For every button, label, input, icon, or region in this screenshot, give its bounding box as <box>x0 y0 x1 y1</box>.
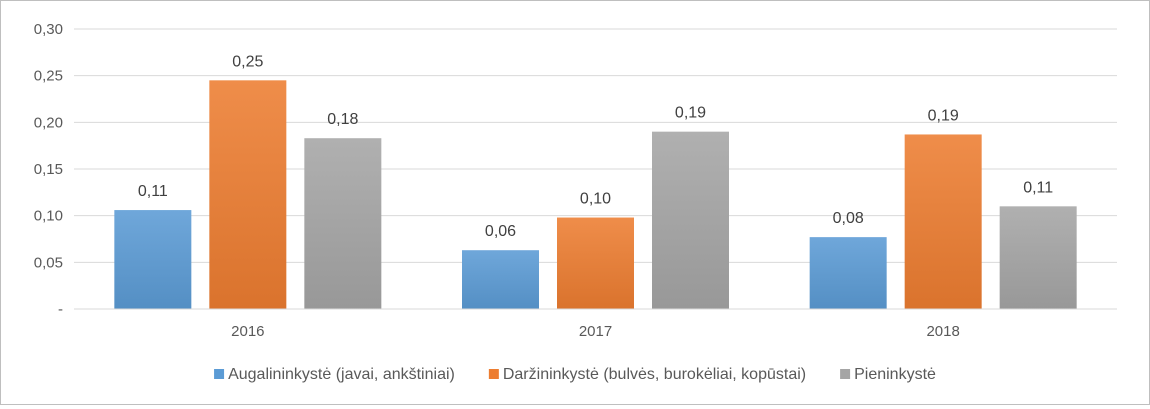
data-label: 0,11 <box>138 183 168 200</box>
bars <box>114 80 1077 309</box>
bar <box>809 237 887 309</box>
y-axis-tick-labels: - 0,05 0,10 0,15 0,20 0,25 0,30 <box>34 21 63 318</box>
y-tick-label: 0,10 <box>34 208 63 225</box>
bar <box>462 250 539 309</box>
bar <box>999 206 1077 309</box>
x-tick-label: 2018 <box>926 323 959 340</box>
y-tick-label: 0,05 <box>34 254 63 271</box>
x-axis: 2016 2017 2018 <box>74 308 1117 340</box>
legend-swatch <box>840 369 851 379</box>
x-tick-label: 2016 <box>231 323 264 340</box>
legend-swatch <box>488 369 499 379</box>
data-label: 0,18 <box>327 111 358 128</box>
legend: Augalininkystė (javai, ankštiniai) Daržin… <box>214 366 936 383</box>
legend-label: Pieninkystė <box>854 366 936 383</box>
bar <box>114 210 192 309</box>
y-tick-label: 0,15 <box>34 161 63 178</box>
data-label: 0,19 <box>928 107 959 124</box>
bar <box>304 138 382 309</box>
data-labels: 0,11 0,25 0,18 0,06 0,10 0,19 0,08 0,19 0,11 <box>138 53 1053 240</box>
y-tick-label: 0,25 <box>34 68 63 85</box>
data-label: 0,25 <box>232 53 263 70</box>
data-label: 0,06 <box>485 223 516 240</box>
y-tick-label: - <box>58 301 63 318</box>
legend-item: Pieninkystė <box>840 366 936 383</box>
bar <box>652 131 729 309</box>
bar <box>904 134 982 309</box>
bar <box>209 80 287 309</box>
data-label: 0,19 <box>675 105 706 122</box>
legend-label: Augalininkystė (javai, ankštiniai) <box>228 366 455 383</box>
data-label: 0,08 <box>833 210 864 227</box>
legend-item: Augalininkystė (javai, ankštiniai) <box>214 366 455 383</box>
y-tick-label: 0,30 <box>34 21 63 38</box>
legend-label: Daržininkystė (bulvės, burokėliai, kopūs… <box>503 366 806 383</box>
x-tick-label: 2017 <box>579 323 612 340</box>
data-label: 0,10 <box>580 191 611 208</box>
legend-item: Daržininkystė (bulvės, burokėliai, kopūs… <box>488 366 806 383</box>
data-label: 0,11 <box>1023 179 1053 196</box>
legend-swatch <box>214 369 225 379</box>
bar <box>557 217 634 309</box>
y-tick-label: 0,20 <box>34 114 63 131</box>
